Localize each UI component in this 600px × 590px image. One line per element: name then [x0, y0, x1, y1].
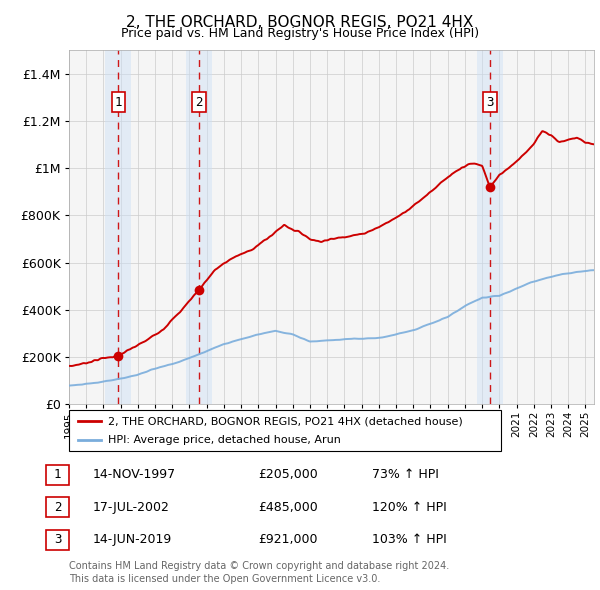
Bar: [106, 50, 131, 404]
Text: 103% ↑ HPI: 103% ↑ HPI: [372, 533, 447, 546]
Text: 2: 2: [195, 96, 203, 109]
Text: Price paid vs. HM Land Registry's House Price Index (HPI): Price paid vs. HM Land Registry's House …: [121, 27, 479, 40]
Text: 14-NOV-1997: 14-NOV-1997: [93, 468, 176, 481]
Text: £205,000: £205,000: [258, 468, 318, 481]
Text: 73% ↑ HPI: 73% ↑ HPI: [372, 468, 439, 481]
Text: £485,000: £485,000: [258, 501, 318, 514]
Bar: [186, 50, 212, 404]
Text: Contains HM Land Registry data © Crown copyright and database right 2024.
This d: Contains HM Land Registry data © Crown c…: [69, 561, 449, 584]
Text: 2, THE ORCHARD, BOGNOR REGIS, PO21 4HX: 2, THE ORCHARD, BOGNOR REGIS, PO21 4HX: [127, 15, 473, 30]
Text: 120% ↑ HPI: 120% ↑ HPI: [372, 501, 447, 514]
Text: 1: 1: [115, 96, 122, 109]
Text: 3: 3: [54, 533, 61, 546]
Text: 17-JUL-2002: 17-JUL-2002: [93, 501, 170, 514]
Text: 14-JUN-2019: 14-JUN-2019: [93, 533, 172, 546]
Bar: [477, 50, 503, 404]
Text: HPI: Average price, detached house, Arun: HPI: Average price, detached house, Arun: [108, 435, 341, 445]
Text: 1: 1: [54, 468, 61, 481]
Text: 2: 2: [54, 501, 61, 514]
Text: 3: 3: [486, 96, 494, 109]
Text: £921,000: £921,000: [258, 533, 317, 546]
Text: 2, THE ORCHARD, BOGNOR REGIS, PO21 4HX (detached house): 2, THE ORCHARD, BOGNOR REGIS, PO21 4HX (…: [108, 416, 463, 426]
